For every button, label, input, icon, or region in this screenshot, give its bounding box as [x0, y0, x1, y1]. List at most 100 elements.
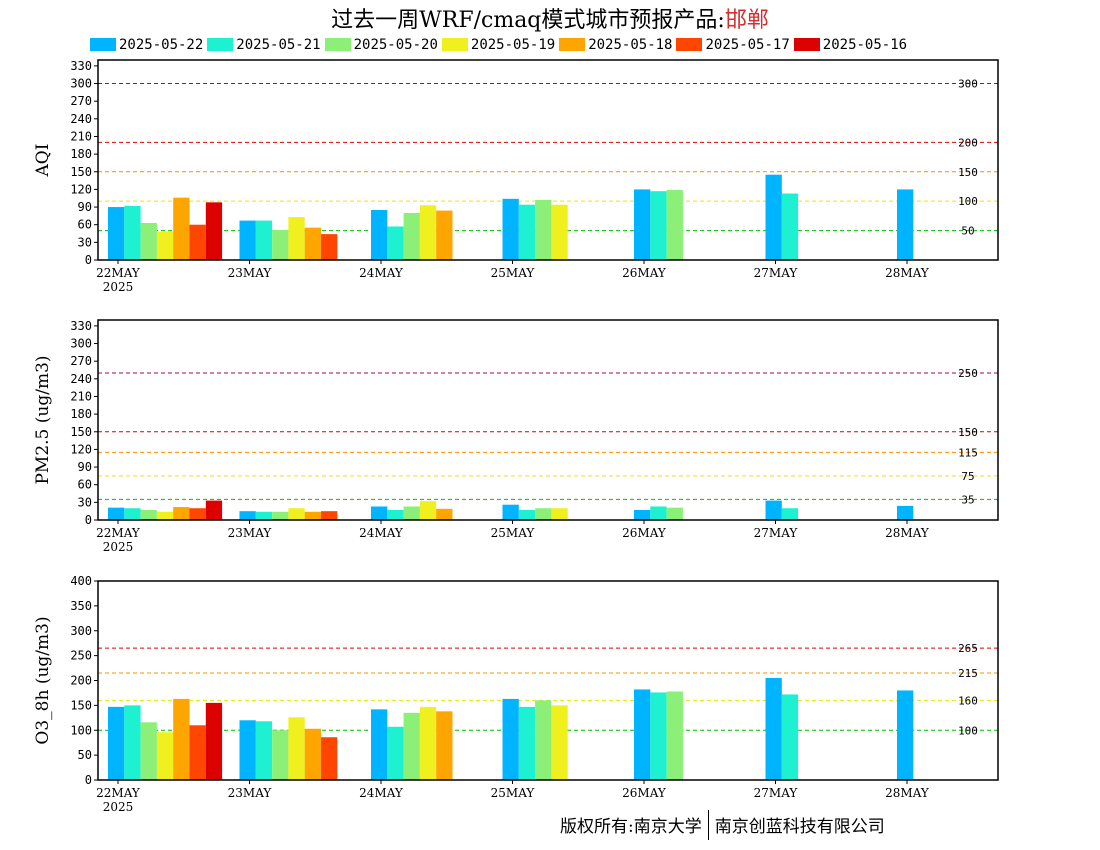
bar — [124, 508, 141, 520]
bar — [189, 508, 206, 520]
legend-swatch — [441, 38, 468, 51]
legend-label: 2025-05-18 — [588, 36, 673, 53]
y-tick-label: 400 — [70, 574, 92, 588]
bar — [140, 510, 157, 520]
bar — [173, 197, 190, 260]
title-main: 过去一周WRF/cmaq模式城市预报产品: — [331, 8, 725, 33]
legend-swatch — [559, 38, 586, 51]
y-axis-label: AQI — [33, 144, 53, 178]
y-tick-label: 270 — [70, 94, 92, 108]
threshold-label: 150 — [958, 166, 978, 179]
y-tick-label: 100 — [70, 723, 92, 737]
plot-frame — [97, 59, 999, 261]
bar — [371, 210, 388, 260]
threshold-label: 150 — [958, 426, 978, 439]
bar — [518, 204, 536, 260]
bar — [897, 189, 914, 260]
bar — [205, 702, 223, 780]
x-tick-label: 22MAY — [96, 266, 141, 280]
legend-label: 2025-05-21 — [236, 36, 321, 53]
x-year-label: 2025 — [103, 280, 134, 294]
bar — [156, 732, 174, 780]
legend-label: 2025-05-19 — [470, 36, 556, 53]
bar — [535, 200, 552, 260]
x-tick-label: 22MAY — [96, 786, 141, 800]
bar — [156, 231, 174, 260]
bar — [371, 506, 388, 520]
threshold-label: 75 — [961, 470, 974, 483]
bar — [518, 706, 536, 780]
legend-item: 2025-05-17 — [676, 37, 790, 53]
y-tick-label: 350 — [70, 599, 92, 613]
y-tick-label: 300 — [70, 337, 92, 351]
x-tick-label: 26MAY — [622, 266, 667, 280]
threshold-label: 160 — [958, 694, 978, 707]
bar — [173, 698, 190, 780]
y-tick-label: 30 — [78, 235, 92, 249]
y-tick-label: 50 — [78, 748, 92, 762]
bar — [387, 726, 404, 780]
bar — [189, 725, 206, 780]
bar — [650, 191, 667, 260]
y-tick-label: 90 — [78, 200, 92, 214]
bar — [272, 730, 289, 780]
x-tick-label: 25MAY — [491, 526, 536, 540]
threshold-label: 215 — [958, 667, 978, 680]
bar — [304, 511, 321, 520]
chart-title: 过去一周WRF/cmaq模式城市预报产品:邯郸 — [0, 2, 1100, 34]
bar — [304, 227, 321, 260]
bar — [288, 717, 305, 780]
threshold-label: 100 — [958, 195, 978, 208]
bar — [321, 234, 338, 260]
bar — [634, 510, 651, 520]
x-tick-label: 25MAY — [491, 266, 536, 280]
bar — [205, 500, 223, 520]
bar — [666, 190, 683, 260]
bar — [124, 205, 141, 260]
legend-item: 2025-05-20 — [324, 37, 438, 53]
bar — [156, 511, 174, 520]
x-year-label: 2025 — [103, 800, 134, 814]
bar — [650, 506, 667, 520]
bar — [272, 511, 289, 520]
bar — [255, 511, 273, 520]
x-tick-label: 28MAY — [885, 786, 930, 800]
y-tick-label: 270 — [70, 354, 92, 368]
bar — [436, 210, 453, 260]
y-tick-label: 180 — [70, 147, 92, 161]
bar — [666, 507, 683, 520]
legend-swatch — [90, 38, 116, 51]
bar — [239, 511, 256, 520]
bar — [436, 711, 453, 780]
bar — [108, 207, 125, 260]
legend-swatch — [676, 38, 703, 51]
threshold-label: 300 — [958, 78, 978, 91]
x-tick-label: 25MAY — [491, 786, 536, 800]
y-tick-label: 200 — [70, 674, 92, 688]
threshold-label: 100 — [958, 724, 978, 737]
x-year-label: 2025 — [103, 540, 134, 554]
y-tick-label: 300 — [70, 77, 92, 91]
bar — [387, 510, 404, 520]
y-tick-label: 60 — [78, 218, 92, 232]
legend: 2025-05-22 2025-05-21 2025-05-20 2025-05-19… — [90, 36, 911, 53]
threshold-label: 115 — [958, 446, 978, 459]
x-tick-label: 23MAY — [228, 266, 273, 280]
copyright: 版权所有:南京大学 南京创蓝科技有限公司 — [560, 809, 885, 843]
bar — [108, 706, 125, 780]
legend-item: 2025-05-16 — [793, 37, 907, 53]
bar — [781, 193, 799, 260]
bar — [781, 694, 799, 780]
bar — [272, 230, 289, 260]
y-tick-label: 0 — [85, 513, 92, 527]
bar — [255, 721, 273, 780]
bar — [304, 728, 321, 780]
bar — [140, 722, 157, 780]
legend-item: 2025-05-18 — [559, 37, 672, 53]
x-tick-label: 26MAY — [622, 786, 667, 800]
threshold-label: 265 — [958, 642, 978, 655]
x-tick-label: 24MAY — [359, 786, 404, 800]
y-tick-label: 0 — [85, 773, 92, 787]
bar — [189, 224, 206, 260]
bar — [502, 504, 519, 520]
